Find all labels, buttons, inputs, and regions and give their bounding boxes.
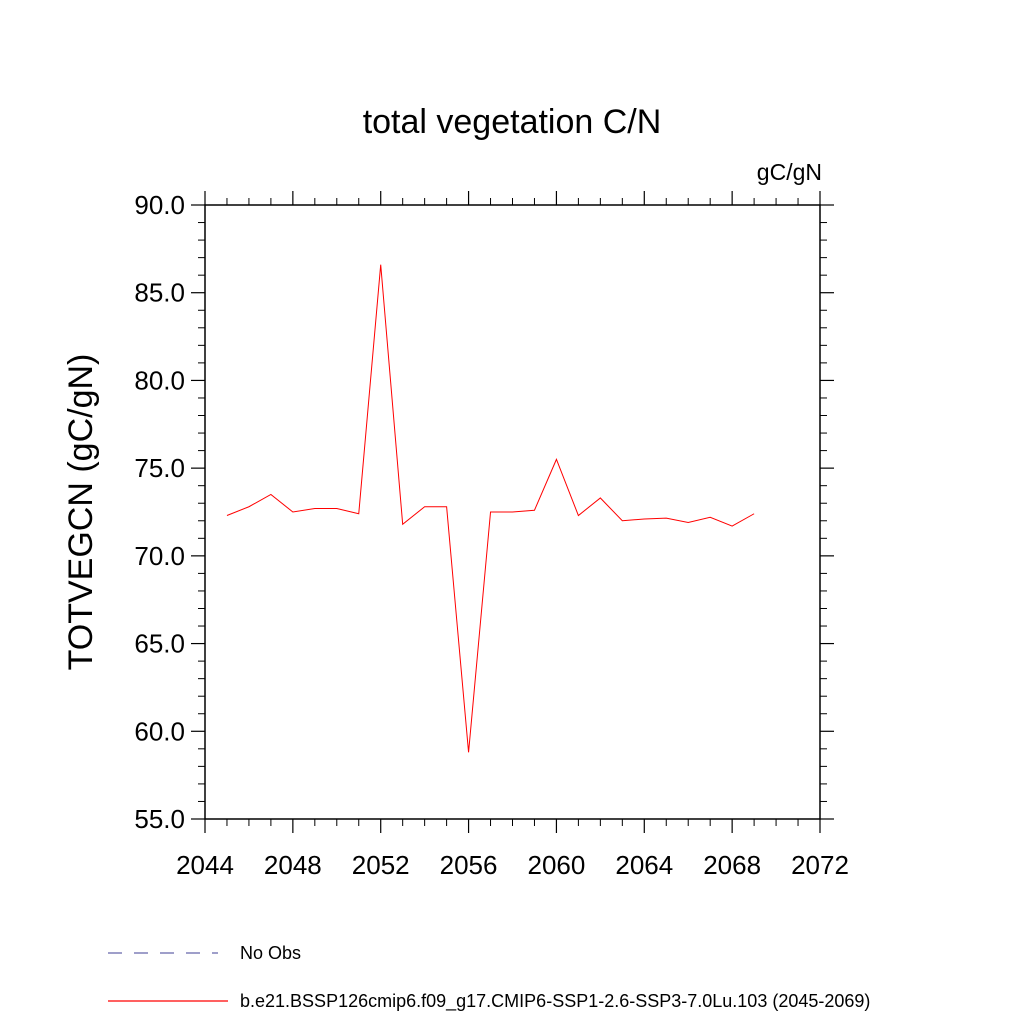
x-tick-label: 2056 bbox=[440, 850, 498, 880]
x-tick-labels: 2044 2048 2052 2056 2060 2064 2068 2072 bbox=[176, 850, 849, 880]
series-layer bbox=[226, 264, 755, 753]
x-tick-label: 2052 bbox=[352, 850, 410, 880]
y-tick-label: 85.0 bbox=[134, 278, 185, 308]
axis-ticks bbox=[191, 191, 834, 833]
x-tick-label: 2060 bbox=[528, 850, 586, 880]
y-axis-label: TOTVEGCN (gC/gN) bbox=[62, 354, 100, 671]
x-tick-label: 2064 bbox=[615, 850, 673, 880]
x-tick-label: 2048 bbox=[264, 850, 322, 880]
y-tick-label: 80.0 bbox=[134, 365, 185, 395]
legend-label-model: b.e21.BSSP126cmip6.f09_g17.CMIP6-SSP1-2.… bbox=[240, 991, 870, 1012]
y-tick-label: 60.0 bbox=[134, 716, 185, 746]
x-tick-label: 2044 bbox=[176, 850, 234, 880]
y-tick-label: 90.0 bbox=[134, 190, 185, 220]
y-tick-label: 65.0 bbox=[134, 629, 185, 659]
x-tick-label: 2072 bbox=[791, 850, 849, 880]
y-tick-label: 75.0 bbox=[134, 453, 185, 483]
plot-frame bbox=[204, 204, 821, 820]
y-tick-labels: 55.0 60.0 65.0 70.0 75.0 80.0 85.0 90.0 bbox=[134, 190, 185, 834]
x-tick-label: 2068 bbox=[703, 850, 761, 880]
chart-title: total vegetation C/N bbox=[363, 103, 662, 141]
legend-label-no-obs: No Obs bbox=[240, 943, 301, 963]
y-tick-label: 70.0 bbox=[134, 541, 185, 571]
units-label: gC/gN bbox=[757, 159, 822, 185]
legend: No Obs b.e21.BSSP126cmip6.f09_g17.CMIP6-… bbox=[108, 943, 870, 1012]
series-line-0 bbox=[226, 264, 755, 753]
y-tick-label: 55.0 bbox=[134, 804, 185, 834]
